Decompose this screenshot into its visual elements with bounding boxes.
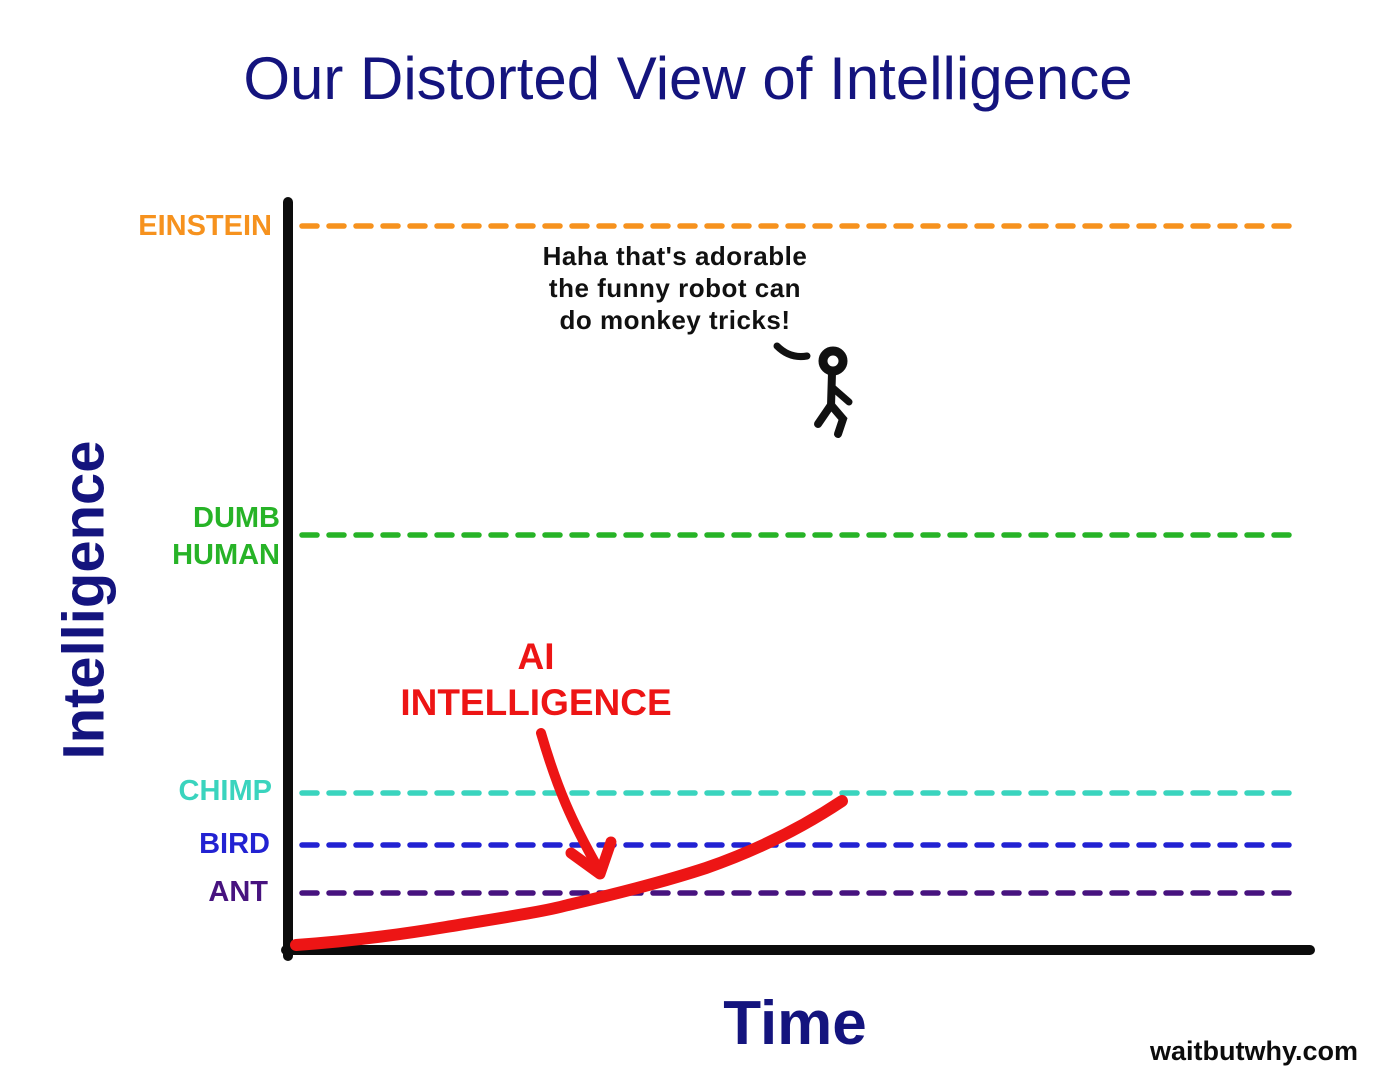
ai-annotation-line-2: INTELLIGENCE xyxy=(400,682,672,723)
stick-figure-right-leg xyxy=(827,401,848,438)
stick-figure-arm xyxy=(829,384,853,406)
y-axis-label: Intelligence xyxy=(51,440,117,760)
ai-label-arrowhead xyxy=(565,836,617,880)
ai-intelligence-annotation: AI INTELLIGENCE xyxy=(390,634,682,726)
speech-tail xyxy=(773,342,811,360)
level-label-bird: BIRD xyxy=(199,828,270,860)
ai-intelligence-curve xyxy=(290,795,848,951)
speech-line-1: Haha that's adorable xyxy=(542,241,808,271)
speech-line-3: do monkey tricks! xyxy=(559,305,791,335)
chart-title: Our Distorted View of Intelligence xyxy=(243,45,1133,112)
stick-figure-head xyxy=(818,346,848,376)
level-label-chimp: CHIMP xyxy=(178,775,272,807)
ai-label-arrow xyxy=(536,728,603,873)
level-label-ant: ANT xyxy=(208,876,268,908)
x-axis-label: Time xyxy=(723,989,867,1058)
speech-line-2: the funny robot can xyxy=(548,273,802,303)
watermark: waitbutwhy.com xyxy=(1149,1036,1358,1066)
ai-annotation-line-1: AI xyxy=(517,636,555,677)
level-label-einstein: EINSTEIN xyxy=(138,210,272,242)
speech-bubble-text: Haha that's adorable the funny robot can… xyxy=(480,240,870,336)
level-label-dumb-human: DUMB HUMAN xyxy=(172,502,280,571)
stick-figure xyxy=(814,346,853,438)
